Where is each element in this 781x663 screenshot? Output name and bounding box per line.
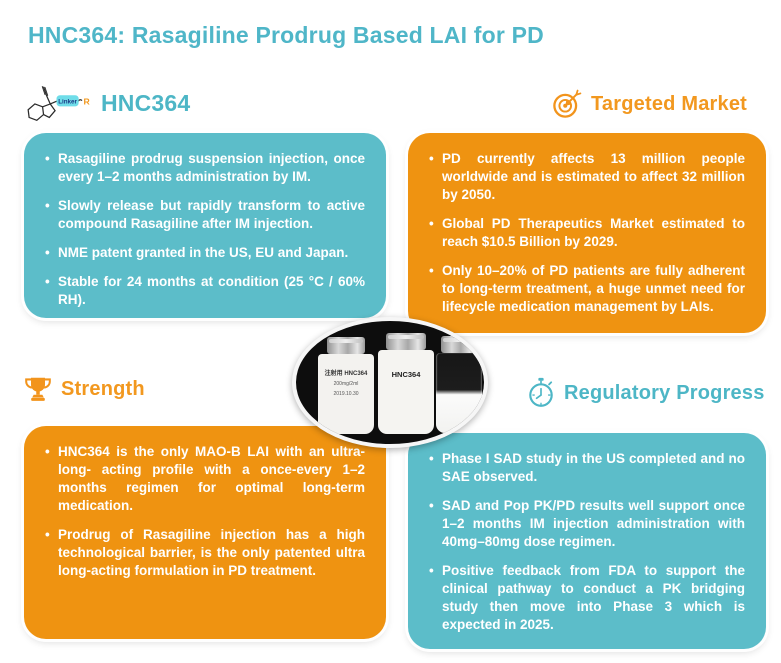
vial-right [436,336,482,433]
r-group-label: R [83,96,90,106]
vial-label: HNC364 [378,350,434,434]
section-title-regulatory-progress: Regulatory Progress [564,381,765,404]
bullet: Stable for 24 months at condition (25 °C… [45,273,365,309]
bullet: NME patent granted in the US, EU and Jap… [45,244,365,262]
page-title: HNC364: Rasagiline Prodrug Based LAI for… [28,22,544,48]
section-header-regulatory-progress: Regulatory Progress [527,377,765,409]
bullet: Slowly release but rapidly transform to … [45,197,365,233]
bullet: HNC364 is the only MAO-B LAI with an ult… [45,443,365,515]
vial-left-strength: 200mg/2ml [333,381,359,387]
bullet: Only 10–20% of PD patients are fully adh… [429,262,745,316]
vial-left-name: 注射用 HNC364 [324,371,368,377]
bullet: Prodrug of Rasagiline injection has a hi… [45,526,365,580]
molecule-structure-icon: Linker R [27,86,90,122]
card-targeted-market: PD currently affects 13 million people w… [408,133,766,333]
vial-label: 注射用 HNC364 200mg/2ml 2019.10.30 [318,354,374,434]
product-vials-photo: 注射用 HNC364 200mg/2ml 2019.10.30 HNC364 [292,317,488,448]
vial-left: 注射用 HNC364 200mg/2ml 2019.10.30 [318,337,374,434]
section-header-strength: Strength [24,374,145,405]
linker-label: Linker [58,99,77,106]
target-icon [553,89,582,118]
card-strength: HNC364 is the only MAO-B LAI with an ult… [24,426,386,639]
vial-suspension [436,353,482,433]
vial-cap [386,333,426,350]
vial-middle-name: HNC364 [391,370,421,379]
card-hnc364: Rasagiline prodrug suspension injection,… [24,133,386,318]
bullet: SAD and Pop PK/PD results well support o… [429,497,745,551]
section-header-targeted-market: Targeted Market [552,89,747,119]
strength-bullet-list: HNC364 is the only MAO-B LAI with an ult… [45,443,365,580]
regulatory-bullet-list: Phase I SAD study in the US completed an… [429,450,745,634]
card-regulatory-progress: Phase I SAD study in the US completed an… [408,433,766,649]
vial-left-date: 2019.10.30 [333,391,359,397]
section-title-strength: Strength [61,378,145,400]
bullet: Rasagiline prodrug suspension injection,… [45,150,365,186]
section-title-hnc364: HNC364 [101,89,191,116]
trophy-icon [25,377,51,401]
hnc364-bullet-list: Rasagiline prodrug suspension injection,… [45,150,365,309]
section-title-targeted-market: Targeted Market [591,92,748,115]
vial-cap [441,336,477,353]
targeted-market-bullet-list: PD currently affects 13 million people w… [429,150,745,316]
bullet: PD currently affects 13 million people w… [429,150,745,204]
bullet: Positive feedback from FDA to support th… [429,562,745,634]
stopwatch-icon [529,377,553,407]
vial-cap [327,337,365,354]
bullet: Global PD Therapeutics Market estimated … [429,215,745,251]
section-header-hnc364: Linker R HNC364 [22,78,190,128]
bullet: Phase I SAD study in the US completed an… [429,450,745,486]
vial-middle: HNC364 [378,333,434,434]
